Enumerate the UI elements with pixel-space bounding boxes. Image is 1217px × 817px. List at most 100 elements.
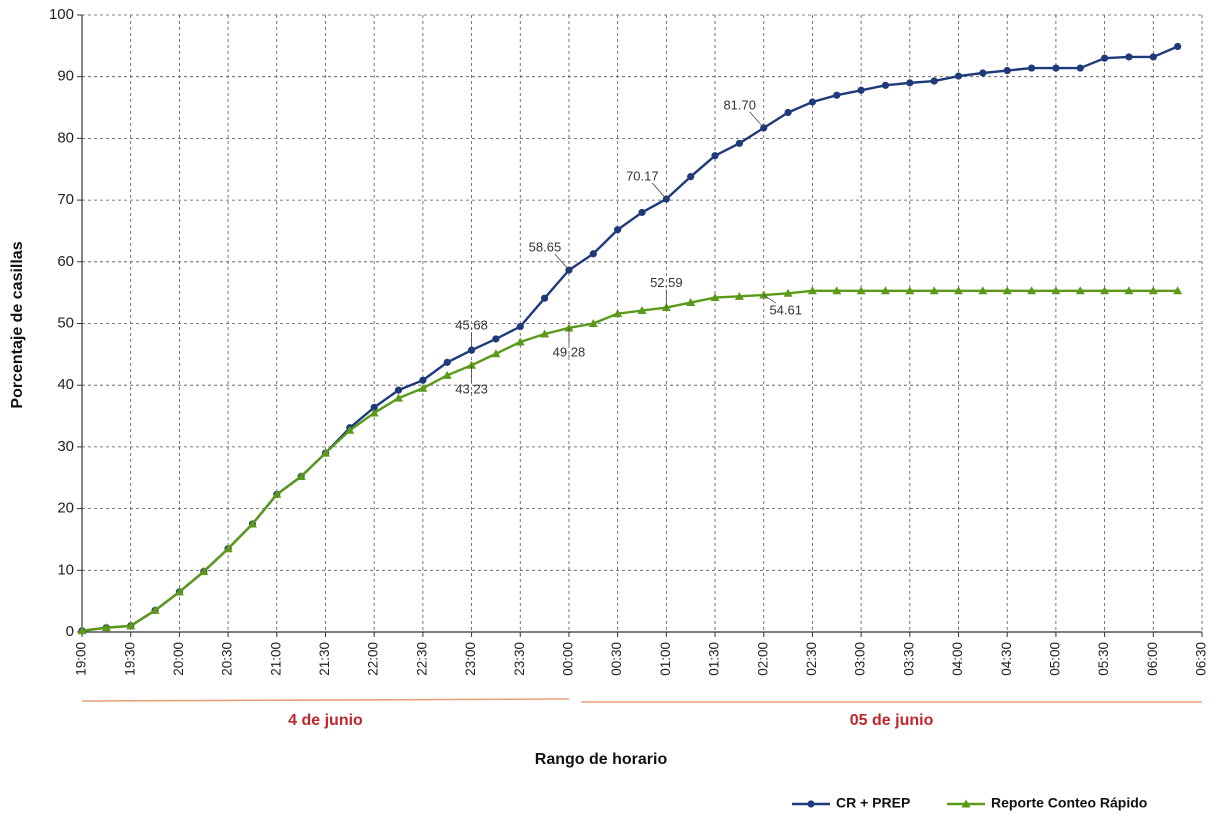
data-point <box>710 293 720 302</box>
y-tick-label: 40 <box>57 376 74 393</box>
x-tick-label: 03:00 <box>853 642 868 676</box>
legend-label: CR + PREP <box>836 795 910 811</box>
x-tick-label: 02:30 <box>804 642 819 676</box>
data-point <box>784 108 792 117</box>
data-point <box>320 448 330 457</box>
data-point <box>589 250 597 258</box>
x-tick-label: 01:30 <box>707 642 722 676</box>
data-point <box>1124 286 1134 295</box>
data-point <box>954 286 964 295</box>
y-tick-label: 10 <box>57 561 74 578</box>
data-point <box>516 322 524 331</box>
x-tick-label: 05:00 <box>1047 642 1062 676</box>
y-axis-ticks: 0 10 20 30 40 50 60 70 80 90 100 <box>49 6 82 640</box>
data-point <box>857 86 865 94</box>
data-point <box>881 81 890 89</box>
x-tick-label: 01:00 <box>658 642 673 676</box>
x-tick-label: 00:30 <box>609 642 624 676</box>
y-tick-label: 0 <box>66 623 74 640</box>
data-point <box>638 208 646 217</box>
data-point <box>979 69 987 77</box>
data-point <box>929 286 939 295</box>
data-point <box>419 376 427 384</box>
data-point <box>1149 53 1157 61</box>
data-label: 81.70 <box>723 97 756 112</box>
x-axis-label: Rango de horario <box>535 751 668 768</box>
series-line-conteo-rapido <box>81 289 1178 632</box>
data-point <box>686 298 696 307</box>
data-point <box>687 173 695 181</box>
y-tick-label: 30 <box>57 438 74 455</box>
y-tick-label: 60 <box>57 253 74 270</box>
data-point <box>833 91 841 99</box>
y-tick-label: 80 <box>57 129 74 146</box>
data-point <box>491 349 501 358</box>
data-point <box>906 79 914 87</box>
y-tick-label: 50 <box>57 314 74 331</box>
data-point <box>540 329 550 338</box>
data-point <box>637 306 647 315</box>
legend-label: Reporte Conteo Rápido <box>991 795 1147 811</box>
data-point <box>418 383 428 392</box>
y-axis-label: Porcentaje de casillas <box>9 241 26 408</box>
series-layer <box>77 42 1183 635</box>
label-leader <box>749 111 765 129</box>
data-label: 54.61 <box>769 302 802 317</box>
data-point <box>1101 54 1109 62</box>
legend: CR + PREP Reporte Conteo Rápido <box>792 795 1147 811</box>
data-point <box>1051 286 1061 295</box>
legend-marker <box>807 800 815 808</box>
data-point <box>930 77 938 85</box>
data-point <box>272 489 282 498</box>
data-point <box>515 337 525 346</box>
date-group-label: 05 de junio <box>850 712 934 729</box>
data-labels: 45.68 58.65 70.17 81.70 43.23 49.28 52.59 54.61 <box>455 97 802 396</box>
data-point <box>954 72 963 80</box>
x-tick-label: 23:30 <box>512 642 527 676</box>
grid <box>82 14 1203 632</box>
data-point <box>126 621 136 630</box>
y-tick-label: 70 <box>57 191 74 208</box>
data-point <box>492 335 500 343</box>
data-point <box>711 152 719 160</box>
x-tick-label: 02:00 <box>755 642 770 676</box>
data-point <box>345 425 355 434</box>
legend-item: Reporte Conteo Rápido <box>947 795 1147 811</box>
x-tick-label: 00:00 <box>561 642 576 676</box>
data-point <box>467 360 477 369</box>
data-point <box>1174 42 1182 51</box>
data-point <box>442 370 452 379</box>
data-point <box>734 291 744 300</box>
data-point <box>783 288 793 297</box>
label-leader <box>554 253 570 271</box>
x-tick-label: 21:30 <box>317 642 332 676</box>
data-point <box>880 286 890 295</box>
data-point <box>735 139 743 147</box>
data-point <box>394 386 403 394</box>
data-label: 70.17 <box>626 168 659 183</box>
data-point <box>1002 286 1012 295</box>
data-label: 58.65 <box>529 240 562 255</box>
x-axis-ticks: 19:00 19:30 20:00 20:30 21:00 21:30 22:00 22:30… <box>74 632 1209 676</box>
x-tick-label: 22:00 <box>366 642 381 676</box>
data-point <box>1052 64 1060 72</box>
data-point <box>369 408 379 417</box>
x-tick-label: 04:30 <box>999 642 1014 676</box>
data-point <box>613 309 623 318</box>
y-tick-label: 90 <box>57 68 74 85</box>
label-leader <box>763 294 776 304</box>
data-label: 43.23 <box>455 382 488 397</box>
x-tick-label: 06:00 <box>1145 642 1160 676</box>
x-tick-label: 20:00 <box>171 642 186 676</box>
data-point <box>174 587 184 596</box>
data-label: 52.59 <box>650 275 683 290</box>
data-point <box>394 393 404 402</box>
x-tick-label: 22:30 <box>414 642 429 676</box>
data-point <box>1027 286 1037 295</box>
data-label: 45.68 <box>455 318 488 333</box>
data-point <box>808 98 817 106</box>
data-point <box>807 286 817 295</box>
label-leader <box>652 182 667 200</box>
x-tick-label: 23:00 <box>463 642 478 676</box>
